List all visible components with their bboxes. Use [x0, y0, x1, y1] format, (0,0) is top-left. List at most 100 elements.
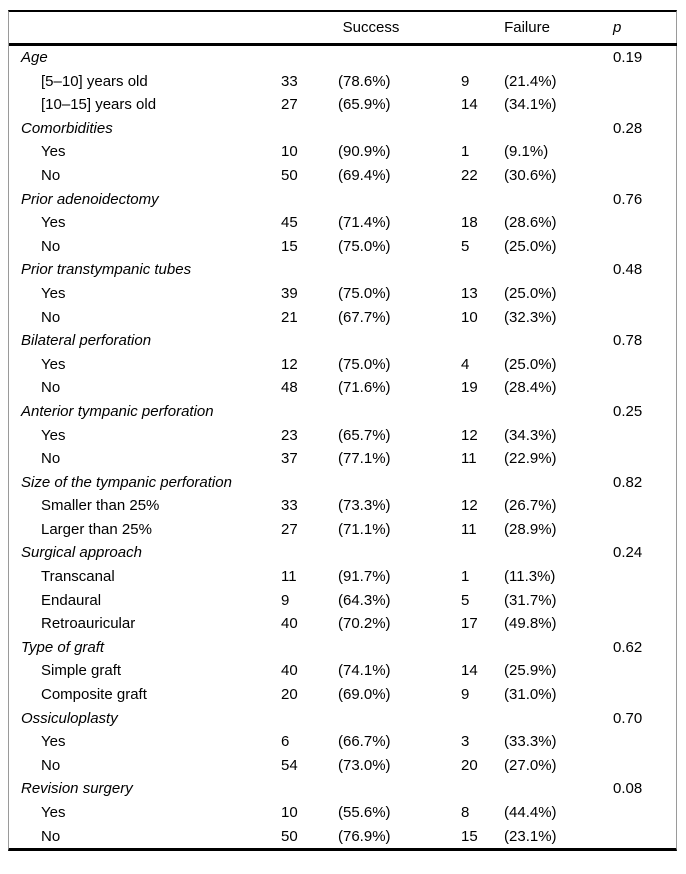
empty-cell: [613, 353, 677, 377]
failure-n-cell: 5: [461, 591, 470, 609]
failure-n-cell: 1: [461, 568, 470, 586]
data-row: Smaller than 25% 33 (73.3%) 12 (26.7%): [9, 494, 677, 518]
failure-n-cell: 14: [461, 662, 478, 680]
p-value: 0.78: [613, 332, 643, 350]
group-row: Comorbidities 0.28: [9, 117, 677, 141]
empty-cell: [338, 45, 461, 70]
failure-pct-cell: (30.6%): [504, 166, 557, 184]
group-label: Prior transtympanic tubes: [21, 261, 192, 279]
data-row: Retroauricular 40 (70.2%) 17 (49.8%): [9, 612, 677, 636]
empty-cell: [338, 117, 461, 141]
failure-pct-cell: (25.0%): [504, 284, 557, 302]
success-n-cell: 20: [281, 686, 298, 704]
success-pct-cell: (69.0%): [338, 686, 391, 704]
row-label: Simple graft: [41, 662, 122, 680]
empty-cell: [613, 612, 677, 636]
empty-cell: [461, 329, 504, 353]
group-label: Revision surgery: [21, 780, 133, 798]
success-pct-cell: (78.6%): [338, 72, 391, 90]
success-n-cell: 45: [281, 214, 298, 232]
failure-n-cell: 4: [461, 355, 470, 373]
p-value: 0.19: [613, 49, 643, 66]
failure-n-cell: 13: [461, 284, 478, 302]
p-value: 0.62: [613, 638, 643, 656]
group-row: Type of graft 0.62: [9, 636, 677, 660]
group-row: Age 0.19: [9, 45, 677, 70]
empty-cell: [613, 70, 677, 94]
data-row: Yes 45 (71.4%) 18 (28.6%): [9, 211, 677, 235]
failure-pct-cell: (25.9%): [504, 662, 557, 680]
failure-n-cell: 10: [461, 308, 478, 326]
p-value: 0.76: [613, 190, 643, 208]
success-pct-cell: (90.9%): [338, 143, 391, 161]
success-n-cell: 27: [281, 96, 298, 114]
failure-pct-cell: (26.7%): [504, 497, 557, 515]
row-label: No: [41, 308, 61, 326]
empty-cell: [281, 188, 338, 212]
failure-n-cell: 9: [461, 686, 470, 704]
empty-cell: [613, 140, 677, 164]
success-pct-cell: (67.7%): [338, 308, 391, 326]
empty-cell: [613, 164, 677, 188]
success-n-cell: 10: [281, 143, 298, 161]
group-label: Size of the tympanic perforation: [21, 473, 232, 491]
group-row: Revision surgery 0.08: [9, 777, 677, 801]
failure-pct-cell: (9.1%): [504, 143, 549, 161]
group-label: Bilateral perforation: [21, 332, 152, 350]
failure-n-cell: 18: [461, 214, 478, 232]
failure-n-cell: 8: [461, 804, 470, 821]
empty-cell: [281, 45, 338, 70]
empty-cell: [281, 541, 338, 565]
empty-cell: [613, 825, 677, 849]
failure-n-cell: 5: [461, 237, 470, 255]
success-pct-cell: (65.9%): [338, 96, 391, 114]
success-pct-cell: (71.6%): [338, 379, 391, 397]
empty-cell: [338, 707, 461, 731]
data-row: Yes 10 (90.9%) 1 (9.1%): [9, 140, 677, 164]
success-n-cell: 39: [281, 284, 298, 302]
empty-cell: [613, 494, 677, 518]
empty-cell: [504, 45, 613, 70]
empty-cell: [461, 258, 504, 282]
failure-pct-cell: (33.3%): [504, 733, 557, 751]
row-label: Endaural: [41, 591, 102, 609]
success-column-header: Success: [281, 12, 462, 46]
success-n-cell: 21: [281, 308, 298, 326]
empty-cell: [338, 188, 461, 212]
empty-cell: [504, 707, 613, 731]
data-row: No 21 (67.7%) 10 (32.3%): [9, 306, 677, 330]
success-pct-cell: (73.3%): [338, 497, 391, 515]
data-row: No 50 (69.4%) 22 (30.6%): [9, 164, 677, 188]
success-pct-cell: (66.7%): [338, 733, 391, 751]
empty-cell: [504, 636, 613, 660]
failure-n-cell: 11: [461, 450, 477, 468]
empty-cell: [281, 258, 338, 282]
empty-cell: [504, 400, 613, 424]
empty-cell: [338, 636, 461, 660]
row-label: Smaller than 25%: [41, 497, 160, 515]
empty-cell: [613, 801, 677, 825]
empty-cell: [613, 659, 677, 683]
data-row: No 54 (73.0%) 20 (27.0%): [9, 754, 677, 778]
group-row: Anterior tympanic perforation 0.25: [9, 400, 677, 424]
success-n-cell: 33: [281, 497, 298, 515]
row-label: Yes: [41, 143, 66, 161]
empty-cell: [461, 188, 504, 212]
failure-pct-cell: (34.1%): [504, 96, 557, 114]
empty-cell: [504, 258, 613, 282]
empty-cell: [504, 117, 613, 141]
group-label: Ossiculoplasty: [21, 709, 118, 727]
empty-cell: [281, 400, 338, 424]
row-label: [10–15] years old: [41, 96, 157, 114]
p-value: 0.28: [613, 119, 643, 137]
success-pct-cell: (64.3%): [338, 591, 391, 609]
success-pct-cell: (70.2%): [338, 615, 391, 633]
results-table: Success Failure p Age 0.19 [5–10] years ol…: [9, 12, 678, 849]
failure-n-cell: 9: [461, 72, 470, 90]
empty-cell: [461, 636, 504, 660]
p-value: 0.24: [613, 544, 643, 562]
empty-cell: [613, 424, 677, 448]
failure-pct-cell: (32.3%): [504, 308, 557, 326]
failure-column-header: Failure: [461, 12, 614, 46]
success-pct-cell: (65.7%): [338, 426, 391, 444]
